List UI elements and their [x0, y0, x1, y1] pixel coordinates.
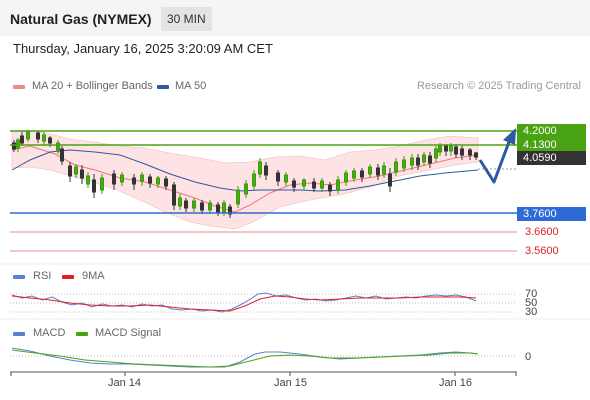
resistance-1-tag: 4.1300	[517, 138, 586, 152]
support-3-label: 3.5600	[525, 245, 559, 257]
header-bar: Natural Gas (NYMEX) 30 MIN	[0, 0, 590, 36]
ma50-legend-swatch	[157, 85, 169, 89]
chart-datetime: Thursday, January 16, 2025 3:20:09 AM CE…	[13, 41, 273, 56]
bollinger-legend-label: MA 20 + Bollinger Bands	[32, 80, 153, 92]
rsi-50-label: 50	[525, 297, 538, 309]
rsi-9ma-line	[11, 295, 477, 312]
macd-zero-label: 0	[525, 351, 532, 363]
support-1-tag: 3.7600	[517, 207, 586, 221]
last-price-tag: 4.0590	[517, 151, 586, 165]
forecast-arrow-head	[503, 128, 516, 145]
macd-signal-line	[11, 349, 479, 368]
rsi-legend-swatch	[13, 275, 25, 279]
rsi-line	[11, 292, 477, 313]
resistance-2-tag: 4.2000	[517, 124, 586, 138]
rsi-9ma-legend-swatch	[62, 275, 74, 279]
macd-signal-legend-swatch	[76, 332, 88, 336]
macd-legend-label: MACD	[33, 327, 66, 339]
rsi-legend-label: RSI	[33, 270, 52, 282]
x-label-jan14: Jan 14	[108, 377, 142, 389]
ma20-line	[11, 145, 479, 213]
x-label-jan15: Jan 15	[274, 377, 308, 389]
ma50-legend-label: MA 50	[175, 80, 207, 92]
timeframe-badge[interactable]: 30 MIN	[161, 7, 212, 31]
bollinger-band	[11, 129, 479, 230]
forecast-arrow-path	[478, 141, 511, 184]
bollinger-legend-swatch	[13, 85, 25, 89]
rsi-70-label: 70	[525, 288, 538, 300]
instrument-title: Natural Gas (NYMEX)	[10, 11, 152, 27]
credit-text: Research © 2025 Trading Central	[416, 80, 581, 92]
rsi-9ma-legend-label: 9MA	[82, 270, 105, 282]
support-2-label: 3.6600	[525, 226, 559, 238]
macd-legend-swatch	[13, 332, 25, 336]
macd-signal-legend-label: MACD Signal	[95, 327, 162, 339]
rsi-30-label: 30	[525, 306, 538, 318]
candlesticks	[12, 130, 478, 218]
macd-line	[11, 347, 479, 368]
x-label-jan16: Jan 16	[439, 377, 473, 389]
